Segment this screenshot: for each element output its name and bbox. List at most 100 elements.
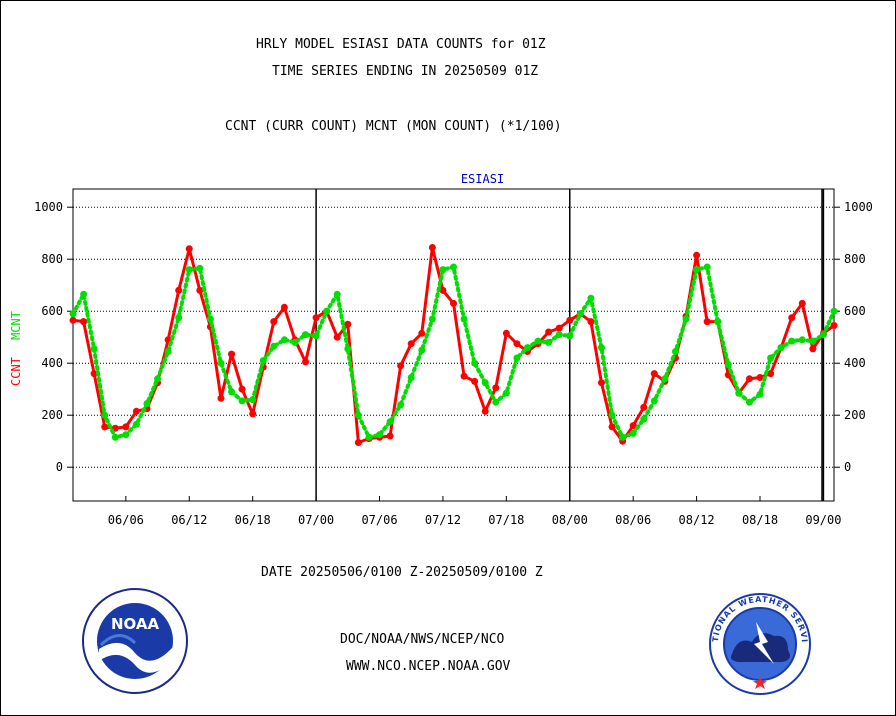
data-point-mcnt [439, 266, 447, 274]
series-line-mcnt [71, 265, 836, 440]
panel-title: ESIASI [461, 172, 504, 186]
data-point-ccnt [249, 410, 257, 418]
x-tick-label: 07/12 [425, 513, 461, 527]
header-title: HRLY MODEL ESIASI DATA COUNTS for 01Z [256, 37, 546, 52]
x-tick-label: 07/00 [298, 513, 334, 527]
data-point-ccnt [502, 329, 510, 337]
ylabel-ccnt: CCNT [9, 357, 23, 386]
data-point-ccnt [344, 320, 352, 328]
data-point-mcnt [597, 344, 605, 352]
site-url[interactable]: WWW.NCO.NCEP.NOAA.GOV [346, 659, 511, 674]
data-point-ccnt [492, 384, 500, 392]
data-point-ccnt [566, 316, 574, 324]
data-point-mcnt [397, 401, 405, 409]
data-point-ccnt [418, 329, 426, 337]
y-tick-label-right: 600 [844, 304, 866, 318]
data-point-ccnt [608, 423, 616, 431]
data-point-mcnt [69, 310, 77, 318]
data-point-ccnt [175, 286, 183, 294]
data-point-mcnt [143, 400, 151, 407]
data-point-mcnt [650, 397, 658, 405]
data-point-ccnt [830, 322, 838, 329]
data-point-mcnt [270, 342, 278, 350]
data-point-mcnt [788, 337, 796, 345]
data-point-ccnt [587, 318, 595, 326]
data-point-mcnt [809, 337, 817, 345]
data-point-ccnt [756, 374, 764, 381]
data-point-ccnt [217, 394, 225, 402]
data-point-mcnt [481, 379, 489, 387]
data-point-mcnt [386, 418, 394, 426]
data-point-ccnt [90, 370, 98, 378]
data-point-ccnt [228, 350, 236, 358]
data-point-mcnt [111, 433, 119, 441]
data-point-mcnt [196, 264, 204, 272]
data-point-mcnt [587, 294, 595, 302]
data-point-mcnt [122, 431, 130, 439]
data-point-ccnt [196, 286, 204, 294]
x-tick-label: 08/00 [552, 513, 588, 527]
data-point-ccnt [122, 423, 130, 431]
ylabel-mcnt: MCNT [9, 311, 23, 340]
data-point-ccnt [270, 318, 278, 326]
data-point-mcnt [175, 314, 183, 322]
data-point-ccnt [450, 299, 457, 307]
x-tick-label: 06/06 [108, 513, 144, 527]
data-point-ccnt [597, 379, 605, 387]
y-tick-label-right: 1000 [844, 200, 873, 214]
date-range: DATE 20250506/0100 Z-20250509/0100 Z [261, 565, 543, 580]
data-point-mcnt [471, 359, 479, 367]
x-tick-label: 08/06 [615, 513, 651, 527]
data-point-ccnt [238, 385, 246, 393]
data-point-mcnt [545, 338, 553, 346]
data-point-ccnt [513, 340, 521, 348]
x-tick-label: 07/06 [361, 513, 397, 527]
data-point-mcnt [249, 396, 257, 404]
data-point-ccnt [545, 328, 553, 336]
y-tick-label-right: 0 [844, 460, 851, 474]
data-point-ccnt [555, 324, 563, 332]
data-point-ccnt [428, 244, 436, 251]
data-point-mcnt [502, 389, 510, 397]
data-point-mcnt [302, 331, 310, 339]
data-point-ccnt [471, 377, 479, 385]
data-point-ccnt [386, 432, 394, 440]
data-point-mcnt [777, 344, 785, 352]
data-point-ccnt [333, 333, 341, 341]
noaa-logo-icon: NOAA [82, 588, 188, 694]
data-point-mcnt [629, 429, 637, 437]
data-point-mcnt [132, 420, 140, 428]
data-point-mcnt [756, 390, 764, 398]
data-point-ccnt [798, 299, 806, 307]
data-point-mcnt [513, 354, 521, 362]
data-point-mcnt [492, 398, 500, 406]
y-tick-label-right: 400 [844, 356, 866, 370]
data-point-mcnt [767, 354, 775, 362]
data-point-mcnt [312, 332, 320, 340]
x-tick-label: 09/00 [805, 513, 841, 527]
data-point-mcnt [671, 348, 679, 355]
data-point-ccnt [101, 423, 109, 431]
data-point-mcnt [555, 331, 563, 339]
plot-frame [72, 188, 835, 502]
data-point-ccnt [354, 439, 362, 446]
data-point-ccnt [407, 340, 415, 348]
data-point-mcnt [101, 411, 109, 419]
data-point-mcnt [714, 318, 722, 326]
data-point-ccnt [69, 316, 77, 324]
y-tick-label-right: 200 [844, 408, 866, 422]
data-point-ccnt [439, 286, 447, 294]
data-point-ccnt [80, 318, 88, 326]
data-point-ccnt [397, 362, 405, 370]
data-point-ccnt [312, 314, 320, 322]
data-point-ccnt [629, 422, 637, 430]
header-subtitle: TIME SERIES ENDING IN 20250509 01Z [272, 64, 539, 79]
data-point-mcnt [228, 388, 236, 396]
data-point-mcnt [724, 361, 732, 368]
data-point-mcnt [819, 331, 827, 339]
data-point-ccnt [302, 358, 310, 366]
data-point-mcnt [703, 263, 711, 271]
data-point-mcnt [682, 315, 690, 323]
data-point-ccnt [481, 407, 489, 415]
data-point-mcnt [798, 336, 806, 344]
